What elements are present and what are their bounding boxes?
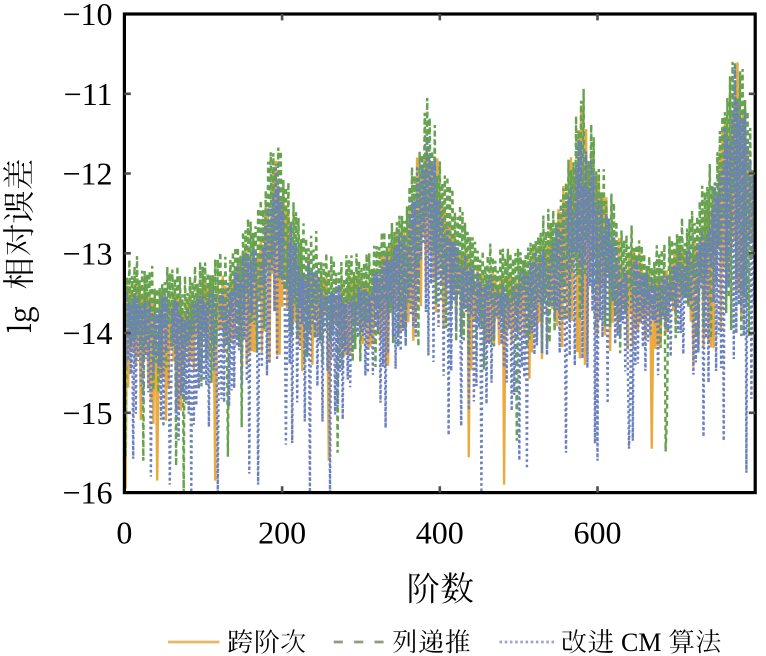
svg-text:−10: −10: [62, 0, 112, 32]
svg-text:−12: −12: [62, 156, 112, 192]
svg-text:200: 200: [258, 515, 306, 551]
svg-text:−14: −14: [62, 315, 112, 351]
svg-text:−13: −13: [62, 235, 112, 271]
svg-text:CM: CM: [621, 628, 661, 656]
svg-text:−16: −16: [62, 475, 112, 511]
svg-text:−15: −15: [62, 395, 112, 431]
svg-text:−11: −11: [64, 76, 113, 112]
svg-text:400: 400: [416, 515, 464, 551]
svg-text:0: 0: [116, 515, 132, 551]
svg-text:600: 600: [574, 515, 622, 551]
